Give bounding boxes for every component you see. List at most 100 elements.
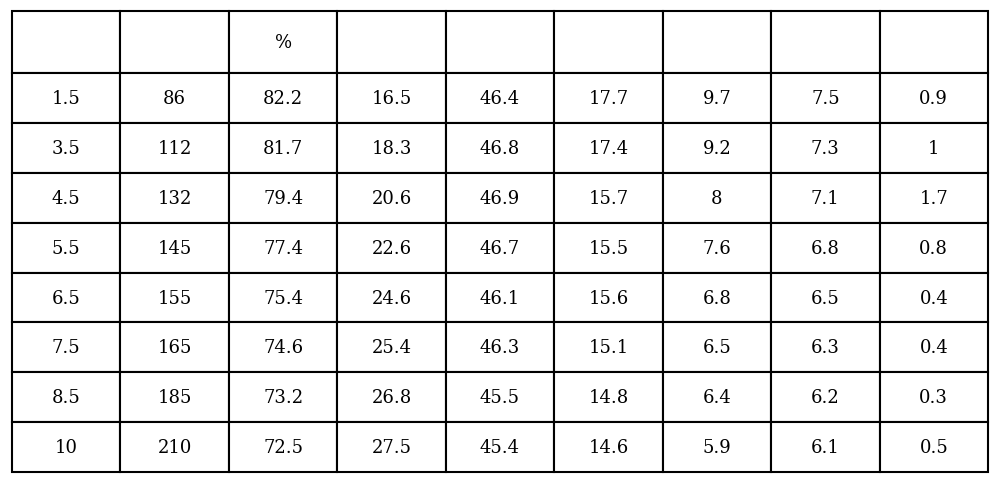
- Bar: [446, 124, 554, 174]
- Bar: [663, 174, 771, 223]
- Text: 185: 185: [157, 388, 192, 406]
- Bar: [12, 74, 120, 124]
- Text: 25.4: 25.4: [372, 339, 412, 357]
- Text: 73.2: 73.2: [263, 388, 303, 406]
- Text: 26.8: 26.8: [371, 388, 412, 406]
- Text: 9.2: 9.2: [703, 140, 731, 158]
- Text: 132: 132: [157, 189, 192, 208]
- Bar: [12, 124, 120, 174]
- Bar: [771, 323, 880, 373]
- Text: 9.7: 9.7: [703, 90, 731, 108]
- Text: 75.4: 75.4: [263, 289, 303, 307]
- Bar: [663, 74, 771, 124]
- Bar: [880, 12, 988, 74]
- Text: 7.5: 7.5: [811, 90, 840, 108]
- Bar: [337, 12, 446, 74]
- Bar: [880, 74, 988, 124]
- Bar: [12, 373, 120, 422]
- Text: 0.4: 0.4: [919, 339, 948, 357]
- Bar: [771, 124, 880, 174]
- Text: 46.4: 46.4: [480, 90, 520, 108]
- Bar: [554, 12, 663, 74]
- Bar: [120, 12, 229, 74]
- Text: 14.6: 14.6: [588, 438, 629, 456]
- Bar: [771, 74, 880, 124]
- Bar: [120, 174, 229, 223]
- Bar: [663, 12, 771, 74]
- Text: 15.7: 15.7: [588, 189, 629, 208]
- Bar: [229, 223, 337, 273]
- Bar: [663, 223, 771, 273]
- Bar: [880, 373, 988, 422]
- Text: 6.5: 6.5: [52, 289, 81, 307]
- Bar: [229, 12, 337, 74]
- Bar: [337, 74, 446, 124]
- Bar: [229, 174, 337, 223]
- Text: 14.8: 14.8: [588, 388, 629, 406]
- Bar: [229, 273, 337, 323]
- Bar: [880, 174, 988, 223]
- Bar: [771, 12, 880, 74]
- Text: 72.5: 72.5: [263, 438, 303, 456]
- Text: 5.9: 5.9: [703, 438, 731, 456]
- Text: 165: 165: [157, 339, 192, 357]
- Bar: [771, 174, 880, 223]
- Text: 77.4: 77.4: [263, 239, 303, 257]
- Text: 210: 210: [157, 438, 192, 456]
- Bar: [120, 273, 229, 323]
- Text: 6.1: 6.1: [811, 438, 840, 456]
- Text: 46.9: 46.9: [480, 189, 520, 208]
- Text: 1.5: 1.5: [52, 90, 81, 108]
- Text: 6.4: 6.4: [703, 388, 731, 406]
- Bar: [120, 124, 229, 174]
- Text: 7.1: 7.1: [811, 189, 840, 208]
- Bar: [229, 74, 337, 124]
- Bar: [446, 12, 554, 74]
- Bar: [446, 422, 554, 472]
- Text: 17.4: 17.4: [588, 140, 629, 158]
- Bar: [446, 273, 554, 323]
- Bar: [337, 422, 446, 472]
- Bar: [771, 273, 880, 323]
- Text: 6.5: 6.5: [703, 339, 731, 357]
- Text: 6.8: 6.8: [811, 239, 840, 257]
- Text: 17.7: 17.7: [588, 90, 629, 108]
- Text: 82.2: 82.2: [263, 90, 303, 108]
- Text: 6.5: 6.5: [811, 289, 840, 307]
- Text: 15.5: 15.5: [588, 239, 629, 257]
- Bar: [663, 422, 771, 472]
- Bar: [229, 373, 337, 422]
- Bar: [771, 223, 880, 273]
- Text: 24.6: 24.6: [371, 289, 412, 307]
- Bar: [337, 273, 446, 323]
- Text: 10: 10: [55, 438, 78, 456]
- Bar: [880, 273, 988, 323]
- Text: 15.6: 15.6: [588, 289, 629, 307]
- Text: 8: 8: [711, 189, 723, 208]
- Bar: [554, 373, 663, 422]
- Bar: [12, 422, 120, 472]
- Bar: [337, 124, 446, 174]
- Bar: [120, 422, 229, 472]
- Text: 4.5: 4.5: [52, 189, 81, 208]
- Bar: [554, 323, 663, 373]
- Bar: [446, 373, 554, 422]
- Bar: [880, 323, 988, 373]
- Bar: [880, 124, 988, 174]
- Bar: [554, 74, 663, 124]
- Bar: [771, 422, 880, 472]
- Text: 46.1: 46.1: [480, 289, 520, 307]
- Text: 6.2: 6.2: [811, 388, 840, 406]
- Bar: [554, 422, 663, 472]
- Text: 74.6: 74.6: [263, 339, 303, 357]
- Text: 46.7: 46.7: [480, 239, 520, 257]
- Bar: [229, 124, 337, 174]
- Bar: [120, 323, 229, 373]
- Text: 18.3: 18.3: [371, 140, 412, 158]
- Text: 5.5: 5.5: [52, 239, 81, 257]
- Bar: [446, 323, 554, 373]
- Text: 79.4: 79.4: [263, 189, 303, 208]
- Text: 7.6: 7.6: [703, 239, 731, 257]
- Text: 3.5: 3.5: [52, 140, 81, 158]
- Text: 6.8: 6.8: [702, 289, 731, 307]
